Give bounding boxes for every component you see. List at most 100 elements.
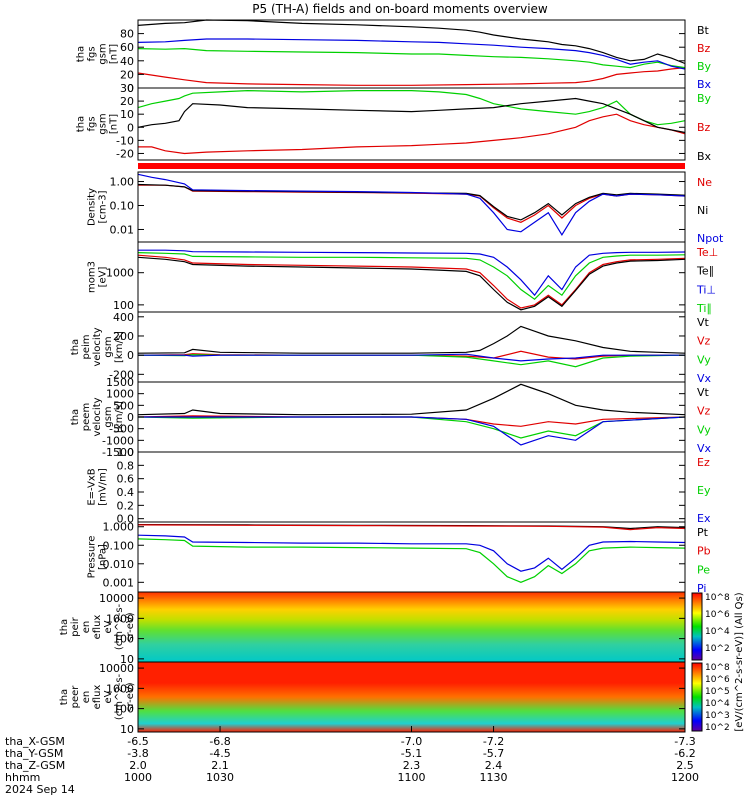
y-axis-label: (cm^2-s-: [114, 673, 125, 720]
legend-bx: Bx: [697, 78, 712, 91]
y-axis-label: eV: [103, 690, 114, 703]
legend-ez: Ez: [697, 456, 710, 469]
series-line-by-fgs_gsm_mag: [137, 47, 686, 69]
series-line-ti⊥-moments: [138, 249, 686, 297]
x-row-value: 2.5: [676, 759, 694, 772]
y-axis-label: tha: [76, 46, 87, 62]
series-line-te∥-moments: [137, 256, 686, 311]
colorbar-tick-label: 10^6: [705, 610, 730, 620]
legend-vt: Vt: [697, 386, 710, 399]
x-row-value: -7.3: [674, 735, 695, 748]
legend-by: By: [697, 92, 712, 105]
y-axis-label: velocity: [92, 327, 103, 366]
series-line-pi-pressure: [137, 534, 686, 572]
y-axis-label: eflux: [92, 615, 103, 640]
legend-bz: Bz: [697, 42, 711, 55]
panel-frame: [137, 451, 686, 523]
y-tick-label: 20: [120, 68, 134, 81]
panel-density: 1.00 0.10 0.01 Density [cm-3] Ne Ni Npot: [87, 171, 724, 245]
y-tick-label: 40: [120, 55, 134, 68]
series-line-vy-peem_velocity: [137, 416, 686, 439]
y-tick-label: 0: [127, 121, 134, 134]
y-tick-label: 0.4: [117, 486, 135, 499]
y-tick-label: 10: [120, 108, 134, 121]
y-tick-label: -200: [109, 368, 134, 381]
y-axis-label: gsm: [103, 406, 114, 427]
x-row-value: -5.7: [483, 747, 504, 760]
colorbar-tick-label: 10^4: [705, 699, 730, 709]
y-tick-label: 10000: [99, 662, 134, 675]
y-tick-label: 10: [120, 653, 134, 666]
y-axis-label: tha: [70, 339, 81, 355]
panel-moments: 1000 100 mom3 [eV] Te⊥ Te∥ Ti⊥ Ti∥: [87, 241, 718, 315]
legend-pi: Pi: [697, 582, 706, 595]
y-tick-label: 100: [113, 299, 134, 312]
y-axis-label: [nPa]: [98, 544, 109, 570]
y-tick-label: 80: [120, 28, 134, 41]
x-row-value: -6.5: [127, 735, 148, 748]
y-tick-label: 0: [127, 349, 134, 362]
x-row-value: 1000: [124, 771, 152, 784]
series-line-bx-fgs_gsm_comp: [137, 97, 686, 134]
series-line-vt-peem_velocity: [137, 383, 686, 416]
y-axis-label: fgs: [87, 116, 98, 131]
y-axis-label: [nT]: [109, 44, 120, 64]
y-axis-label: peir: [70, 616, 81, 636]
x-row-label: hhmm: [5, 771, 40, 784]
y-tick-label: 0.0: [117, 513, 135, 526]
y-axis-label: gsm: [98, 43, 109, 64]
colorbar-tick-label: 10^2: [705, 644, 730, 654]
legend-vy: Vy: [697, 423, 711, 436]
y-tick-label: 1.000: [103, 521, 135, 534]
y-axis-label: mom3: [87, 261, 98, 293]
y-tick-label: 0.001: [103, 576, 135, 589]
y-tick-label: 1000: [106, 612, 134, 625]
y-axis-label: tha: [59, 689, 70, 705]
y-tick-label: 1000: [106, 682, 134, 695]
colorbar-tick-label: 10^8: [705, 663, 730, 673]
x-row-label: tha_Y-GSM: [5, 747, 63, 760]
y-axis-label: tha: [70, 409, 81, 425]
y-tick-label: 0.10: [110, 200, 135, 213]
series-line-vy-peim_velocity: [137, 354, 686, 368]
y-tick-label: 0.2: [117, 499, 135, 512]
x-row-value: -7.2: [483, 735, 504, 748]
y-axis-label: [km/s]: [114, 331, 125, 363]
y-axis-label: sr-eV): [125, 612, 136, 641]
series-line-bz-fgs_gsm_comp: [138, 113, 686, 155]
x-row-value: 2.0: [129, 759, 147, 772]
y-axis-label: fgs: [87, 46, 98, 61]
x-row-value: -5.1: [401, 747, 422, 760]
y-tick-label: 0.100: [103, 539, 135, 552]
x-row-value: 1030: [206, 771, 234, 784]
colorbar-tick-label: 10^4: [705, 627, 730, 637]
y-axis-label: peim: [81, 334, 92, 359]
y-axis-label: velocity: [92, 397, 103, 436]
y-axis-label: Pressure: [87, 536, 98, 579]
panel-peim_velocity: 400 200 0 -200 tha peim velocity gsm [km/s] Vt Vz V…: [70, 311, 712, 385]
y-tick-label: 10: [120, 723, 134, 736]
legend-ey: Ey: [697, 484, 711, 497]
x-row-value: -7.0: [401, 735, 422, 748]
y-tick-label: 1.00: [110, 176, 135, 189]
x-row-value: 1100: [398, 771, 426, 784]
y-tick-label: 100: [113, 633, 134, 646]
y-tick-label: 1500: [106, 376, 134, 389]
x-date-label: 2024 Sep 14: [5, 783, 75, 796]
x-row-value: -4.5: [209, 747, 230, 760]
quality-flag-bar: [138, 163, 685, 169]
y-axis-label: E=-VxB: [87, 468, 98, 505]
y-axis-label: [km/s]: [114, 401, 125, 433]
legend-pb: Pb: [697, 545, 711, 558]
legend-ti⊥: Ti⊥: [696, 283, 716, 296]
legend-bz: Bz: [697, 121, 711, 134]
legend-vx: Vx: [697, 442, 712, 455]
y-tick-label: 0.010: [103, 558, 135, 571]
series-line-ti∥-moments: [137, 252, 686, 300]
panel-frame: [137, 521, 686, 593]
series-line-vx-peim_velocity: [138, 353, 685, 362]
colorbar-tick-label: 10^6: [705, 675, 730, 685]
y-tick-label: 500: [113, 399, 134, 412]
x-row-value: -6.2: [674, 747, 695, 760]
legend-npot: Npot: [697, 232, 724, 245]
